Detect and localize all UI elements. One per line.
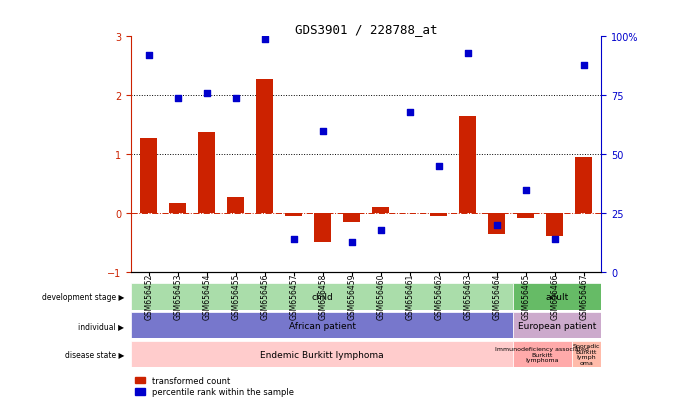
Bar [575, 158, 592, 214]
Text: GSM656452: GSM656452 [144, 273, 153, 319]
Bar [131, 312, 513, 339]
Point [491, 222, 502, 229]
Bar [131, 283, 513, 310]
Point [404, 109, 415, 116]
Bar [571, 341, 601, 368]
Text: Endemic Burkitt lymphoma: Endemic Burkitt lymphoma [261, 350, 384, 358]
Text: GSM656454: GSM656454 [202, 273, 211, 319]
Bar [140, 138, 158, 214]
Point [346, 239, 357, 245]
Text: GSM656459: GSM656459 [348, 273, 357, 319]
Point [201, 90, 212, 97]
Bar [256, 80, 274, 214]
Bar [430, 214, 448, 217]
Bar [513, 312, 601, 339]
Text: African patient: African patient [289, 321, 356, 330]
Bar [546, 214, 563, 236]
Text: European patient: European patient [518, 321, 596, 330]
Point [172, 95, 183, 102]
Text: GSM656455: GSM656455 [231, 273, 240, 319]
Point [288, 236, 299, 243]
Bar [513, 341, 571, 368]
Text: Immunodeficiency associated
Burkitt
lymphoma: Immunodeficiency associated Burkitt lymp… [495, 346, 589, 362]
Point [462, 50, 473, 57]
Bar [517, 214, 534, 218]
Bar [198, 133, 216, 214]
Text: adult: adult [545, 292, 569, 301]
Point [375, 227, 386, 233]
Text: GSM656466: GSM656466 [550, 273, 559, 319]
Text: child: child [312, 292, 333, 301]
Text: GSM656457: GSM656457 [290, 273, 299, 319]
Bar [372, 208, 390, 214]
Point [433, 163, 444, 170]
Text: GSM656456: GSM656456 [261, 273, 269, 319]
Legend: transformed count, percentile rank within the sample: transformed count, percentile rank withi… [135, 376, 294, 396]
Point [549, 236, 560, 243]
Text: Sporadic
Burkitt
lymph
oma: Sporadic Burkitt lymph oma [573, 344, 600, 365]
Bar [513, 283, 601, 310]
Point [230, 95, 241, 102]
Title: GDS3901 / 228788_at: GDS3901 / 228788_at [295, 23, 437, 36]
Bar [459, 116, 477, 214]
Text: GSM656461: GSM656461 [405, 273, 414, 319]
Text: GSM656460: GSM656460 [376, 273, 385, 319]
Text: GSM656465: GSM656465 [521, 273, 530, 319]
Point [578, 62, 589, 69]
Point [317, 128, 328, 135]
Point [259, 36, 270, 43]
Text: GSM656464: GSM656464 [492, 273, 501, 319]
Text: GSM656453: GSM656453 [173, 273, 182, 319]
Bar [285, 214, 303, 217]
Text: disease state ▶: disease state ▶ [65, 350, 124, 358]
Bar [227, 197, 245, 214]
Text: GSM656462: GSM656462 [434, 273, 443, 319]
Text: individual ▶: individual ▶ [78, 321, 124, 330]
Bar [131, 341, 513, 368]
Point [520, 187, 531, 193]
Text: GSM656458: GSM656458 [319, 273, 328, 319]
Text: GSM656467: GSM656467 [579, 273, 588, 319]
Bar [169, 203, 187, 214]
Bar [314, 214, 332, 242]
Bar [488, 214, 505, 234]
Text: GSM656463: GSM656463 [463, 273, 472, 319]
Point [143, 53, 154, 59]
Text: development stage ▶: development stage ▶ [42, 292, 124, 301]
Bar [343, 214, 361, 223]
